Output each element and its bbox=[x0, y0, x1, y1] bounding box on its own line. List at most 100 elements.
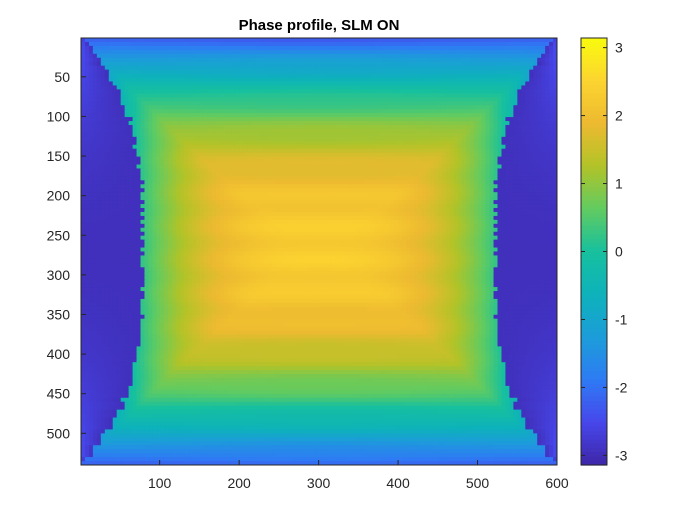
heatmap-cell bbox=[148, 124, 153, 130]
heatmap-cell bbox=[92, 136, 98, 142]
heatmap-cell bbox=[402, 93, 407, 98]
heatmap-cell bbox=[287, 49, 292, 55]
heatmap-cell bbox=[295, 89, 300, 94]
heatmap-cell bbox=[493, 61, 499, 67]
heatmap-cell bbox=[148, 196, 153, 201]
heatmap-cell bbox=[120, 57, 126, 63]
heatmap-cell bbox=[283, 200, 288, 205]
heatmap-cell bbox=[330, 152, 336, 158]
heatmap-cell bbox=[180, 101, 185, 106]
heatmap-cell bbox=[485, 136, 491, 142]
heatmap-cell bbox=[247, 140, 253, 146]
heatmap-cell bbox=[255, 176, 261, 181]
heatmap-cell bbox=[521, 148, 526, 154]
heatmap-cell bbox=[481, 105, 487, 110]
heatmap-cell bbox=[497, 65, 503, 71]
heatmap-cell bbox=[271, 38, 276, 43]
heatmap-cell bbox=[200, 85, 205, 90]
heatmap-cell bbox=[128, 65, 134, 71]
heatmap-cell bbox=[386, 61, 391, 67]
heatmap-cell bbox=[188, 57, 193, 63]
heatmap-cell bbox=[96, 45, 102, 51]
heatmap-cell bbox=[338, 184, 344, 189]
heatmap-cell bbox=[553, 57, 557, 63]
heatmap-cell bbox=[311, 101, 316, 106]
heatmap-cell bbox=[410, 132, 415, 138]
heatmap-cell bbox=[426, 168, 431, 174]
heatmap-cell bbox=[287, 172, 292, 177]
heatmap-cell bbox=[553, 196, 557, 201]
heatmap-cell bbox=[88, 184, 94, 189]
heatmap-cell bbox=[303, 97, 308, 102]
heatmap-cell bbox=[549, 65, 554, 71]
heatmap-cell bbox=[84, 176, 90, 181]
heatmap-cell bbox=[394, 152, 399, 158]
heatmap-cell bbox=[489, 73, 495, 79]
heatmap-cell bbox=[108, 45, 114, 51]
heatmap-cell bbox=[426, 77, 431, 83]
heatmap-cell bbox=[287, 97, 292, 102]
heatmap-cell bbox=[517, 77, 522, 83]
heatmap-cell bbox=[104, 117, 110, 122]
heatmap-cell bbox=[235, 81, 241, 87]
heatmap-cell bbox=[287, 160, 292, 166]
heatmap-cell bbox=[192, 105, 197, 110]
heatmap-cell bbox=[402, 109, 407, 114]
heatmap-cell bbox=[287, 57, 292, 63]
heatmap-cell bbox=[330, 57, 336, 63]
heatmap-cell bbox=[156, 176, 161, 181]
heatmap-cell bbox=[350, 148, 356, 154]
heatmap-cell bbox=[223, 65, 229, 71]
heatmap-cell bbox=[338, 192, 344, 197]
heatmap-cell bbox=[211, 196, 217, 201]
heatmap-cell bbox=[211, 77, 217, 83]
heatmap-cell bbox=[430, 85, 435, 90]
heatmap-cell bbox=[394, 136, 399, 142]
heatmap-cell bbox=[394, 128, 399, 134]
heatmap-cell bbox=[271, 49, 276, 55]
heatmap-cell bbox=[120, 69, 126, 75]
heatmap-cell bbox=[521, 97, 526, 102]
heatmap-cell bbox=[307, 81, 312, 87]
heatmap-cell bbox=[231, 61, 237, 67]
heatmap-cell bbox=[330, 148, 336, 154]
heatmap-cell bbox=[426, 144, 431, 150]
heatmap-cell bbox=[366, 124, 372, 130]
heatmap-cell bbox=[481, 49, 487, 55]
heatmap-cell bbox=[426, 38, 431, 43]
heatmap-cell bbox=[124, 148, 130, 154]
heatmap-cell bbox=[291, 69, 296, 75]
heatmap-cell bbox=[92, 93, 98, 98]
heatmap-cell bbox=[88, 105, 94, 110]
heatmap-cell bbox=[418, 121, 423, 126]
heatmap-cell bbox=[251, 164, 257, 170]
heatmap-cell bbox=[275, 101, 280, 106]
heatmap-cell bbox=[414, 93, 419, 98]
heatmap-cell bbox=[84, 144, 90, 150]
heatmap-cell bbox=[112, 73, 118, 79]
heatmap-cell bbox=[243, 89, 249, 94]
heatmap-cell bbox=[374, 45, 380, 51]
heatmap-cell bbox=[124, 61, 130, 67]
heatmap-cell bbox=[533, 132, 538, 138]
heatmap-cell bbox=[239, 89, 245, 94]
heatmap-cell bbox=[521, 49, 526, 55]
heatmap-cell bbox=[279, 38, 284, 43]
heatmap-cell bbox=[211, 121, 217, 126]
heatmap-cell bbox=[200, 124, 205, 130]
heatmap-cell bbox=[116, 192, 122, 197]
heatmap-cell bbox=[541, 81, 546, 87]
heatmap-cell bbox=[541, 77, 546, 83]
heatmap-cell bbox=[525, 184, 530, 189]
heatmap-cell bbox=[108, 184, 114, 189]
heatmap-cell bbox=[394, 85, 399, 90]
heatmap-cell bbox=[176, 53, 181, 59]
heatmap-cell bbox=[184, 38, 189, 43]
heatmap-cell bbox=[311, 156, 316, 162]
heatmap-cell bbox=[267, 121, 272, 126]
heatmap-cell bbox=[299, 61, 304, 67]
heatmap-cell bbox=[430, 38, 435, 43]
heatmap-cell bbox=[461, 109, 467, 114]
heatmap-cell bbox=[239, 93, 245, 98]
heatmap-cell bbox=[247, 97, 253, 102]
